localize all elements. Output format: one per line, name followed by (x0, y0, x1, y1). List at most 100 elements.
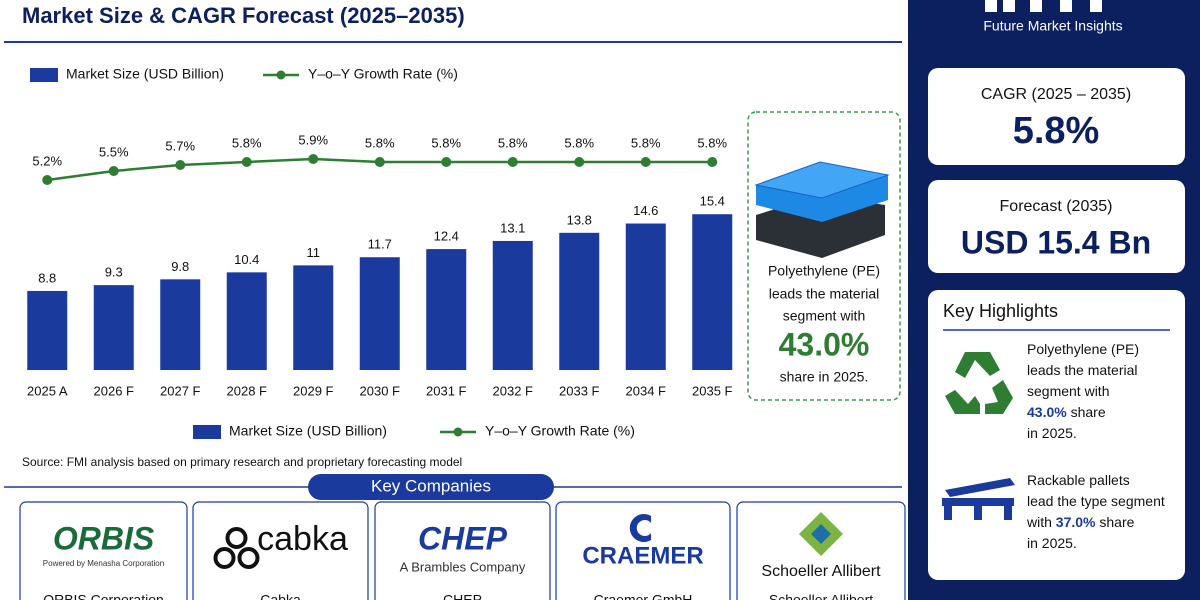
legend-swatch (30, 68, 58, 82)
recycle-icon (945, 352, 1013, 414)
data-label: 14.6 (633, 203, 658, 218)
x-tick-label: 2028 F (227, 383, 268, 398)
highlights-title: Key Highlights (943, 301, 1058, 321)
company-logo: cabka (257, 520, 348, 558)
company-card (192, 501, 369, 600)
highlight-segment: 43.0% (1027, 404, 1067, 420)
company-tagline: A Brambles Company (400, 559, 526, 574)
forecast-label: Forecast (2035) (1000, 198, 1113, 215)
x-tick-label: 2034 F (626, 383, 667, 398)
highlight-segment: with (1026, 514, 1056, 530)
x-tick-label: 2032 F (493, 383, 534, 398)
x-tick-label: 2029 F (293, 383, 334, 398)
bar (559, 232, 600, 370)
title: Market Size & CAGR Forecast (2025–2035) (22, 3, 465, 28)
company-card (555, 501, 731, 600)
growth-point (42, 175, 53, 185)
highlight-line: Polyethylene (PE) (1027, 341, 1139, 357)
bar (692, 214, 733, 370)
highlight-line: lead the type segment (1027, 493, 1165, 509)
highlight-segment: Polyethylene (PE) (1027, 341, 1139, 357)
company-logo: CHEP (418, 520, 508, 556)
legend-swatch (276, 70, 286, 80)
growth-label: 5.8% (232, 135, 262, 150)
cagr-label: CAGR (2025 – 2035) (981, 86, 1131, 103)
data-label: 9.3 (105, 265, 123, 280)
highlight-segment: 37.0% (1056, 514, 1096, 530)
source: Source: FMI analysis based on primary re… (22, 455, 462, 469)
data-label: 8.8 (38, 270, 56, 285)
growth-point (640, 157, 651, 167)
bar (293, 265, 334, 370)
callout-line: Polyethylene (PE) (768, 263, 880, 279)
highlight-line: Rackable pallets (1027, 472, 1130, 488)
legend-label: Y–o–Y Growth Rate (%) (308, 66, 458, 82)
growth-label: 5.8% (431, 135, 461, 150)
bar (426, 249, 467, 370)
cabka-mark (225, 527, 248, 549)
company-logo: ORBIS (53, 520, 155, 556)
callout-value: 43.0% (779, 326, 870, 362)
highlight-segment: in 2025. (1027, 425, 1077, 441)
bar (160, 279, 201, 370)
data-label: 11.7 (368, 237, 392, 252)
x-tick-label: 2033 F (559, 383, 600, 398)
growth-point (108, 166, 119, 176)
forecast-card (928, 180, 1185, 273)
growth-label: 5.9% (298, 132, 328, 147)
callout-line: leads the material (769, 286, 880, 302)
company-card (374, 501, 551, 600)
company-name: CHEP (443, 592, 482, 600)
growth-point (707, 157, 718, 167)
growth-label: 5.7% (165, 138, 195, 153)
x-tick-label: 2031 F (426, 383, 467, 398)
callout-tail: share in 2025. (780, 369, 869, 385)
x-tick-label: 2026 F (94, 383, 135, 398)
x-tick-label: 2027 F (160, 383, 201, 398)
highlight-line: in 2025. (1027, 535, 1077, 551)
bar (625, 223, 666, 370)
growth-label: 5.8% (365, 135, 395, 150)
highlight-segment: segment with (1027, 383, 1109, 399)
bar (27, 290, 68, 370)
data-label: 9.8 (171, 259, 189, 274)
growth-point (441, 157, 452, 167)
highlight-segment: share (1067, 404, 1106, 420)
bar (492, 240, 533, 370)
growth-point (175, 160, 186, 170)
company-name: Cabka (260, 592, 301, 600)
data-label: 10.4 (234, 252, 259, 267)
forecast-value: USD 15.4 Bn (961, 224, 1151, 260)
growth-label: 5.5% (99, 144, 129, 159)
growth-point (507, 157, 518, 167)
highlight-line: segment with (1027, 383, 1109, 399)
data-label: 13.8 (567, 212, 592, 227)
cabka-mark (213, 547, 236, 569)
companies-title: Key Companies (371, 476, 491, 495)
legend-swatch (453, 427, 463, 437)
legend-swatch (193, 425, 221, 439)
company-name: Schoeller Allibert (769, 592, 873, 600)
legend-label: Y–o–Y Growth Rate (%) (485, 423, 635, 439)
bar (93, 285, 134, 370)
highlight-segment: leads the material (1027, 362, 1138, 378)
pallet-image (754, 161, 890, 258)
data-label: 13.1 (500, 220, 525, 235)
companies-pill (308, 474, 554, 500)
growth-point (574, 157, 585, 167)
data-label: 15.4 (700, 194, 725, 209)
cagr-value: 5.8% (1013, 110, 1100, 152)
highlight-segment: lead the type segment (1027, 493, 1165, 509)
callout: Polyethylene (PE) leads the material seg… (747, 111, 901, 401)
legend-label: Market Size (USD Billion) (229, 423, 387, 439)
company-tagline: Powered by Menasha Corporation (43, 559, 164, 568)
company-name: ORBIS Corporation (43, 592, 164, 600)
schoeller-mark (811, 524, 831, 544)
growth-label: 5.8% (564, 135, 594, 150)
craemer-mark (629, 514, 651, 542)
bar (226, 272, 267, 370)
growth-label: 5.8% (631, 135, 661, 150)
growth-label: 5.8% (498, 135, 528, 150)
